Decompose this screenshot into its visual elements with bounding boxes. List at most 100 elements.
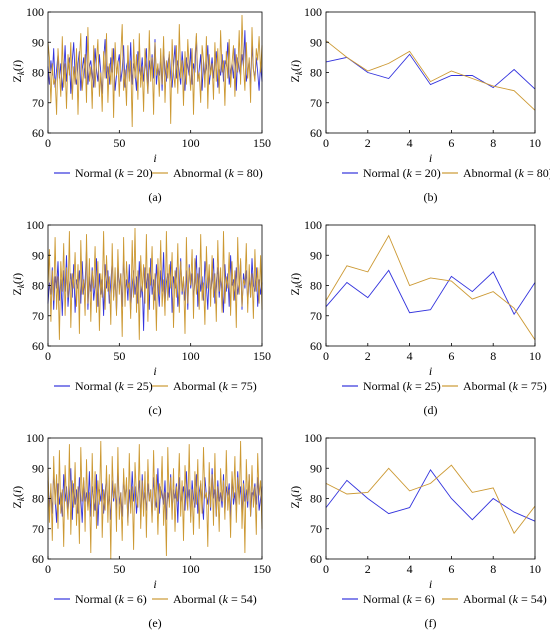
y-axis-label: Zk(i)	[288, 60, 304, 83]
panel-label: (e)	[148, 616, 161, 630]
y-tick-label: 80	[310, 279, 322, 293]
x-tick-label: 150	[253, 349, 271, 363]
x-tick-label: 10	[529, 562, 541, 576]
x-tick-label: 4	[407, 136, 413, 150]
series-line-abnormal	[325, 40, 536, 111]
x-tick-label: 50	[113, 562, 125, 576]
plot-frame	[325, 11, 536, 134]
x-tick-label: 0	[323, 136, 329, 150]
x-tick-label: 4	[407, 562, 413, 576]
x-tick-label: 2	[365, 562, 371, 576]
x-tick-label: 10	[529, 349, 541, 363]
series-line-abnormal	[47, 440, 263, 560]
x-tick-label: 8	[490, 562, 496, 576]
legend-label-abnormal: Abnormal (k = 80)	[463, 166, 550, 180]
x-axis-label: i	[429, 577, 432, 591]
legend-label-normal: Normal (k = 20)	[75, 166, 153, 180]
x-tick-label: 0	[323, 349, 329, 363]
x-tick-label: 150	[253, 562, 271, 576]
y-tick-label: 100	[304, 5, 322, 19]
chart-panel-5: 60 70 80 90 100 0 50 100 150 Zk(i) i Normal (k = 6)…	[10, 431, 271, 630]
legend-label-normal: Normal (k = 6)	[75, 592, 147, 606]
y-axis-label: Zk(i)	[288, 486, 304, 509]
panel-label: (a)	[148, 190, 161, 204]
legend-label-normal: Normal (k = 25)	[363, 379, 441, 393]
legend-label-normal: Normal (k = 6)	[363, 592, 435, 606]
y-tick-label: 80	[32, 492, 44, 506]
y-axis-label: Zk(i)	[10, 486, 26, 509]
series-line-abnormal	[325, 234, 536, 341]
series-line-normal	[325, 468, 536, 522]
x-tick-label: 50	[113, 349, 125, 363]
y-tick-label: 60	[32, 552, 44, 566]
x-tick-label: 10	[529, 136, 541, 150]
legend-label-abnormal: Abormal (k = 75)	[173, 379, 257, 393]
y-tick-label: 80	[310, 492, 322, 506]
y-tick-label: 80	[32, 66, 44, 80]
x-tick-label: 6	[448, 136, 454, 150]
legend-label-abnormal: Abormal (k = 54)	[173, 592, 257, 606]
x-tick-label: 4	[407, 349, 413, 363]
panel-label: (c)	[148, 403, 161, 417]
x-tick-label: 2	[365, 349, 371, 363]
plot-frame	[325, 224, 536, 347]
x-axis-label: i	[153, 577, 156, 591]
legend-label-abnormal: Abormal (k = 54)	[463, 592, 547, 606]
y-tick-label: 70	[32, 522, 44, 536]
x-tick-label: 0	[45, 562, 51, 576]
x-tick-label: 100	[182, 349, 200, 363]
panel-label: (b)	[424, 190, 438, 204]
x-tick-label: 0	[45, 136, 51, 150]
y-axis-label: Zk(i)	[10, 60, 26, 83]
y-tick-label: 100	[26, 5, 44, 19]
x-tick-label: 0	[45, 349, 51, 363]
x-axis-label: i	[429, 151, 432, 165]
y-tick-label: 60	[310, 552, 322, 566]
series-line-abnormal	[47, 14, 263, 128]
y-tick-label: 90	[32, 35, 44, 49]
x-axis-label: i	[153, 364, 156, 378]
y-tick-label: 70	[310, 522, 322, 536]
x-tick-label: 6	[448, 349, 454, 363]
y-tick-label: 90	[310, 35, 322, 49]
series-line-abnormal	[47, 227, 263, 340]
panel-label: (f)	[425, 616, 437, 630]
y-tick-label: 60	[32, 126, 44, 140]
y-tick-label: 90	[310, 248, 322, 262]
y-axis-label: Zk(i)	[288, 273, 304, 296]
series-line-abnormal	[325, 464, 536, 535]
y-tick-label: 100	[26, 218, 44, 232]
series-line-normal	[325, 53, 536, 90]
y-tick-label: 70	[310, 309, 322, 323]
plot-frame	[325, 437, 536, 560]
x-tick-label: 150	[253, 136, 271, 150]
y-tick-label: 70	[32, 309, 44, 323]
panel-label: (d)	[424, 403, 438, 417]
y-tick-label: 70	[32, 96, 44, 110]
legend-label-normal: Normal (k = 25)	[75, 379, 153, 393]
legend-label-normal: Normal (k = 20)	[363, 166, 441, 180]
series-line-normal	[47, 249, 263, 331]
series-line-normal	[325, 269, 536, 316]
x-tick-label: 50	[113, 136, 125, 150]
y-tick-label: 100	[304, 431, 322, 445]
x-tick-label: 8	[490, 349, 496, 363]
x-tick-label: 2	[365, 136, 371, 150]
legend-label-abnormal: Abnormal (k = 80)	[173, 166, 263, 180]
y-tick-label: 90	[310, 461, 322, 475]
x-tick-label: 6	[448, 562, 454, 576]
x-axis-label: i	[153, 151, 156, 165]
x-tick-label: 100	[182, 136, 200, 150]
x-tick-label: 0	[323, 562, 329, 576]
y-tick-label: 100	[26, 431, 44, 445]
y-tick-label: 60	[32, 339, 44, 353]
x-tick-label: 100	[182, 562, 200, 576]
y-tick-label: 60	[310, 126, 322, 140]
y-tick-label: 90	[32, 248, 44, 262]
